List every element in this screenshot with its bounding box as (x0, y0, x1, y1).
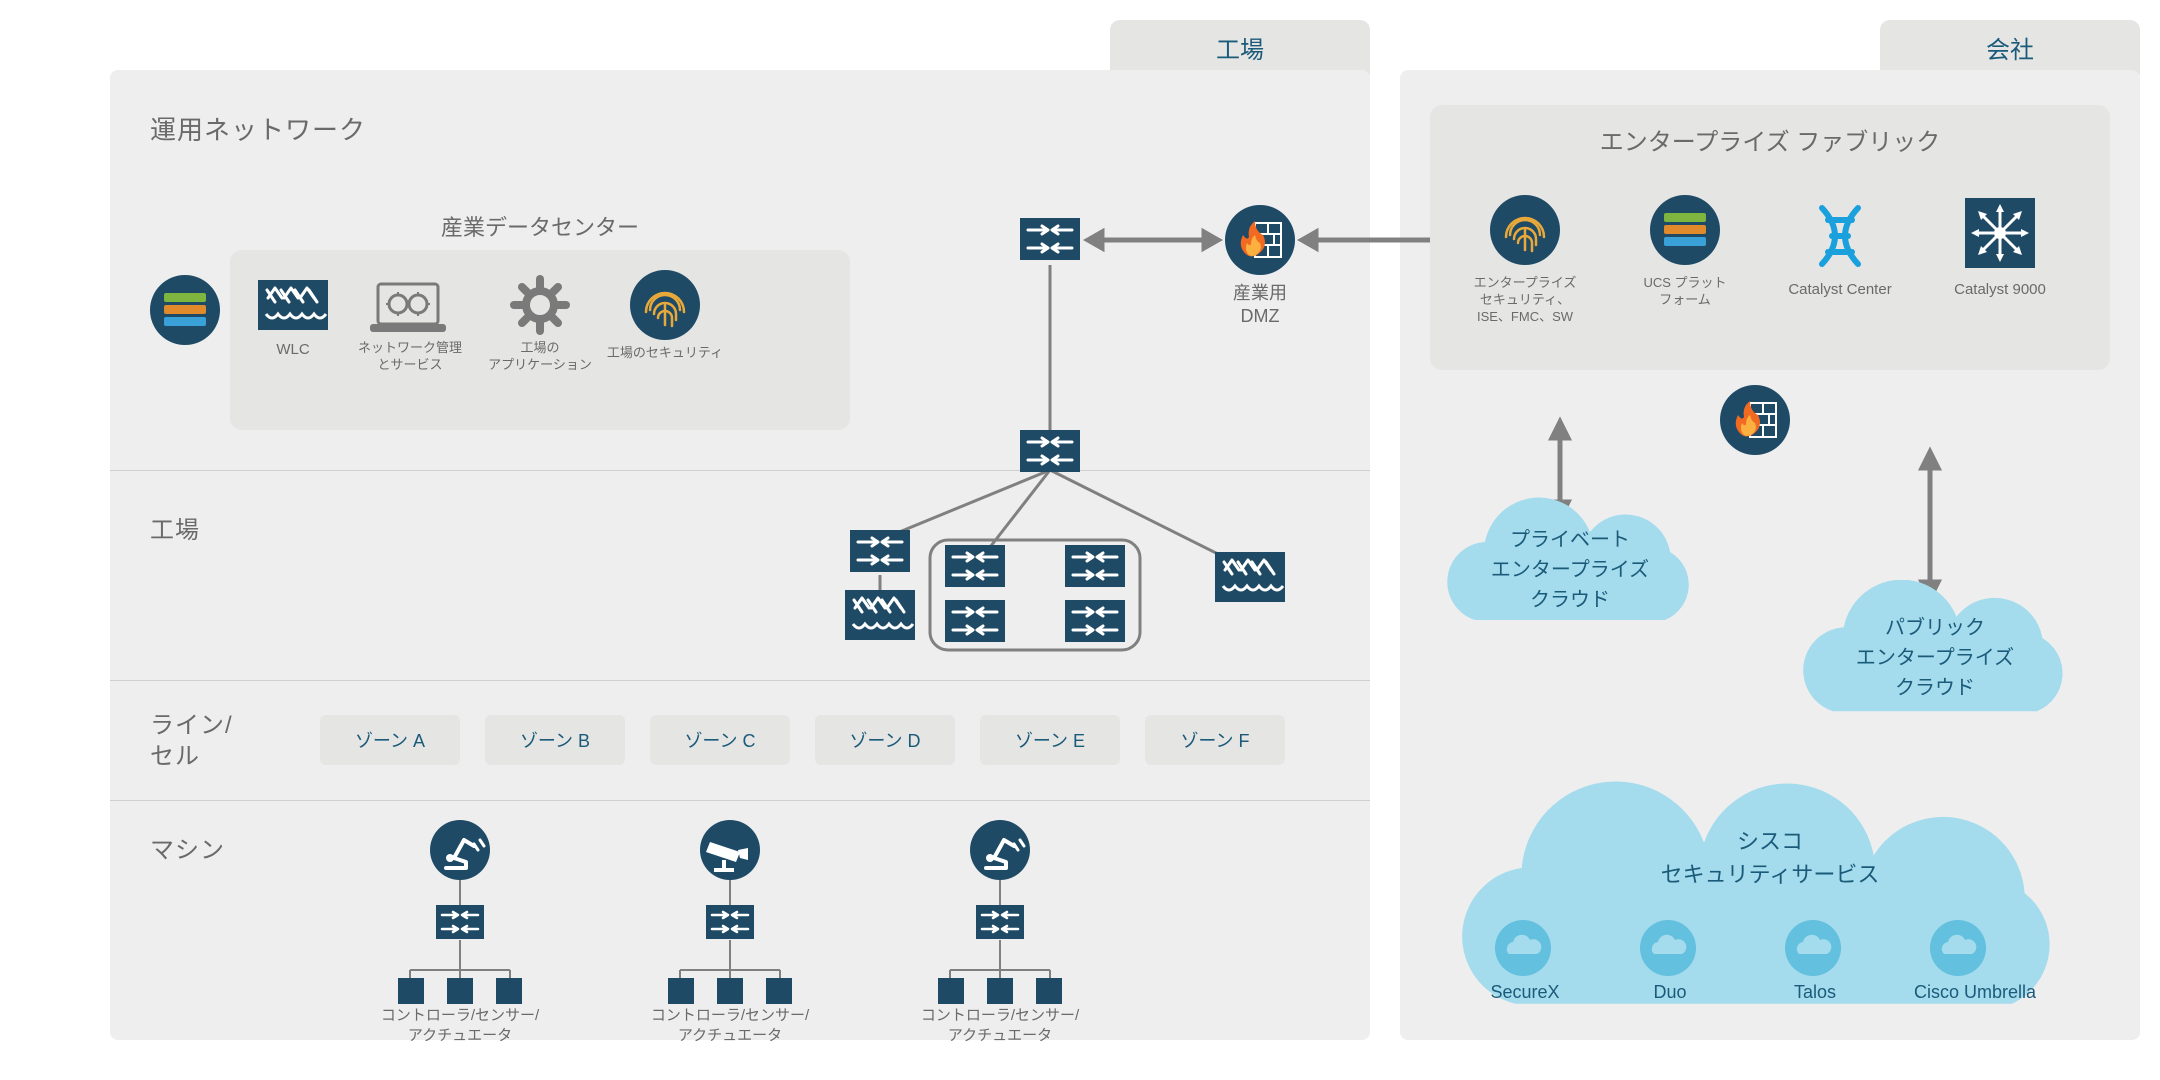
svc-duo-icon (1640, 920, 1696, 976)
fabric-sec-label: エンタープライズ セキュリティ、 ISE、FMC、SW (1455, 275, 1595, 326)
svc-umbrella-label: Cisco Umbrella (1890, 982, 2060, 1003)
svc-securex-icon (1495, 920, 1551, 976)
dc-sec-icon (630, 270, 700, 340)
zone-e: ゾーン E (980, 715, 1120, 765)
row-factory-label: 工場 (150, 510, 200, 545)
fabric-ucs-label: UCS プラット フォーム (1625, 275, 1745, 309)
machine-group-2 (640, 820, 820, 1030)
fabric-title: エンタープライズ ファブリック (1430, 122, 2110, 157)
svc-talos-icon (1785, 920, 1841, 976)
machine-group-3 (910, 820, 1090, 1030)
fabric-dna-label: Catalyst Center (1770, 280, 1910, 300)
tab-company: 会社 (1880, 20, 2140, 75)
dc-mgmt-label: ネットワーク管理 とサービス (350, 340, 470, 374)
tab-factory-label: 工場 (1216, 37, 1264, 64)
tab-company-label: 会社 (1986, 37, 2034, 64)
cloud-public: パブリック エンタープライズ クラウド (1790, 580, 2080, 735)
dc-server-icon (150, 275, 220, 345)
svc-securex-label: SecureX (1470, 982, 1580, 1003)
machine-2-label: コントローラ/センサー/ アクチュエータ (635, 1006, 825, 1045)
svc-talos-label: Talos (1760, 982, 1870, 1003)
mid-switch-icon (1020, 430, 1080, 472)
zone-a: ゾーン A (320, 715, 460, 765)
row-linecell-label: ライン/ セル (150, 710, 233, 772)
tab-factory: 工場 (1110, 20, 1370, 75)
row-machine-label: マシン (150, 830, 225, 865)
dmz-firewall-icon (1225, 205, 1295, 275)
dc-wlc-icon (258, 280, 328, 330)
machine-3-label: コントローラ/センサー/ アクチュエータ (905, 1006, 1095, 1045)
sw-cl-3 (945, 600, 1005, 642)
dc-mgmt-icon (370, 278, 446, 334)
sw-cl-1 (850, 530, 910, 572)
divider-3 (110, 800, 1370, 801)
fabric-star-label: Catalyst 9000 (1930, 280, 2070, 300)
sw-cl-4 (1065, 545, 1125, 587)
svc-umbrella-icon (1930, 920, 1986, 976)
fabric-dna-icon (1810, 200, 1870, 270)
dmz-label: 産業用 DMZ (1200, 282, 1320, 329)
dc-apps-icon (510, 275, 570, 335)
cloud-public-label: パブリック エンタープライズ クラウド (1790, 613, 2080, 703)
fabric-ucs-icon (1650, 195, 1720, 265)
right-firewall-icon (1720, 385, 1790, 455)
svc-duo-label: Duo (1615, 982, 1725, 1003)
machine-group-1 (370, 820, 550, 1030)
dc-wlc-label: WLC (248, 340, 338, 360)
sw-cl-2 (945, 545, 1005, 587)
cloud-private-label: プライベート エンタープライズ クラウド (1435, 525, 1705, 615)
zone-c: ゾーン C (650, 715, 790, 765)
cloud-private: プライベート エンタープライズ クラウド (1435, 495, 1705, 645)
divider-2 (110, 680, 1370, 681)
zone-f: ゾーン F (1145, 715, 1285, 765)
fabric-sec-icon (1490, 195, 1560, 265)
sw-cl-6 (1215, 552, 1285, 602)
left-title: 運用ネットワーク (150, 110, 366, 147)
cloud-security-label: シスコ セキュリティサービス (1440, 825, 2100, 891)
dc-sec-label: 工場のセキュリティ (600, 345, 730, 362)
datacenter-title: 産業データセンター (230, 210, 850, 242)
zone-d: ゾーン D (815, 715, 955, 765)
divider-1 (110, 470, 1370, 471)
sw-cl-5 (1065, 600, 1125, 642)
machine-1-label: コントローラ/センサー/ アクチュエータ (365, 1006, 555, 1045)
sw-cl-1b (845, 590, 915, 640)
dc-apps-label: 工場の アプリケーション (485, 340, 595, 374)
zone-b: ゾーン B (485, 715, 625, 765)
top-switch-icon (1020, 218, 1080, 260)
fabric-star-icon (1965, 198, 2035, 268)
